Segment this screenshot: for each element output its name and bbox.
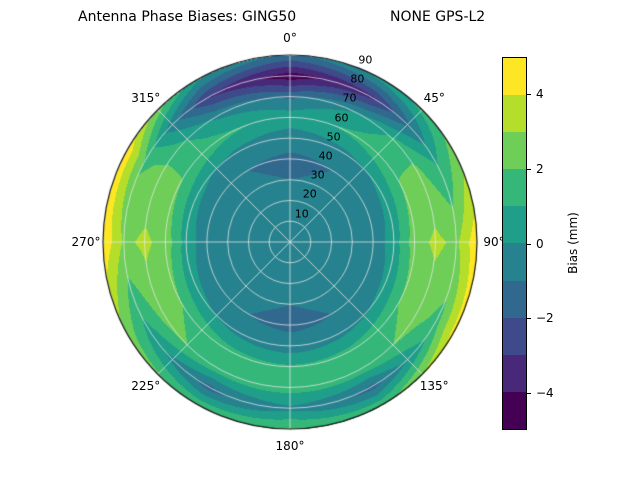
colorbar-tick [527,392,531,394]
theta-tick-label: 0° [283,31,297,45]
colorbar-tick-label: −2 [536,311,554,326]
plot-subtitle: NONE GPS-L2 [390,9,486,25]
colorbar [502,57,527,430]
colorbar-tick [527,318,531,320]
r-tick-label: 70 [342,91,357,105]
theta-tick-label: 135° [419,379,449,394]
colorbar-segment [503,243,526,281]
plot-title: Antenna Phase Biases: GING50 [78,9,297,25]
r-tick-label: 20 [302,187,317,201]
colorbar-tick-label: 2 [536,161,544,176]
r-tick-label: 80 [350,72,365,86]
theta-tick-label: 180° [275,439,305,453]
colorbar-segment [503,95,526,133]
colorbar-segment [503,169,526,207]
theta-tick-label: 315° [131,90,161,105]
r-tick-label: 60 [334,111,349,125]
colorbar-segment [503,391,526,429]
colorbar-tick [527,243,531,245]
colorbar-segment [503,132,526,170]
colorbar-segment [503,58,526,96]
r-tick-label: 50 [326,130,341,144]
colorbar-segment [503,317,526,355]
r-tick-label: 40 [318,149,333,163]
theta-tick-label: 45° [423,90,445,105]
r-tick-label: 90 [358,53,373,67]
colorbar-axis-label: Bias (mm) [566,212,580,274]
colorbar-segment [503,354,526,392]
colorbar-segment [503,280,526,318]
colorbar-tick [527,168,531,170]
colorbar-tick [527,94,531,96]
r-tick-label: 30 [310,168,325,182]
colorbar-tick-label: −4 [536,385,554,400]
theta-tick-label: 270° [71,235,101,249]
colorbar-segment [503,206,526,244]
theta-tick-label: 90° [483,235,505,249]
colorbar-tick-label: 0 [536,236,544,251]
theta-tick-label: 225° [131,379,161,394]
r-tick-label: 10 [294,207,309,221]
colorbar-tick-label: 4 [536,87,544,102]
